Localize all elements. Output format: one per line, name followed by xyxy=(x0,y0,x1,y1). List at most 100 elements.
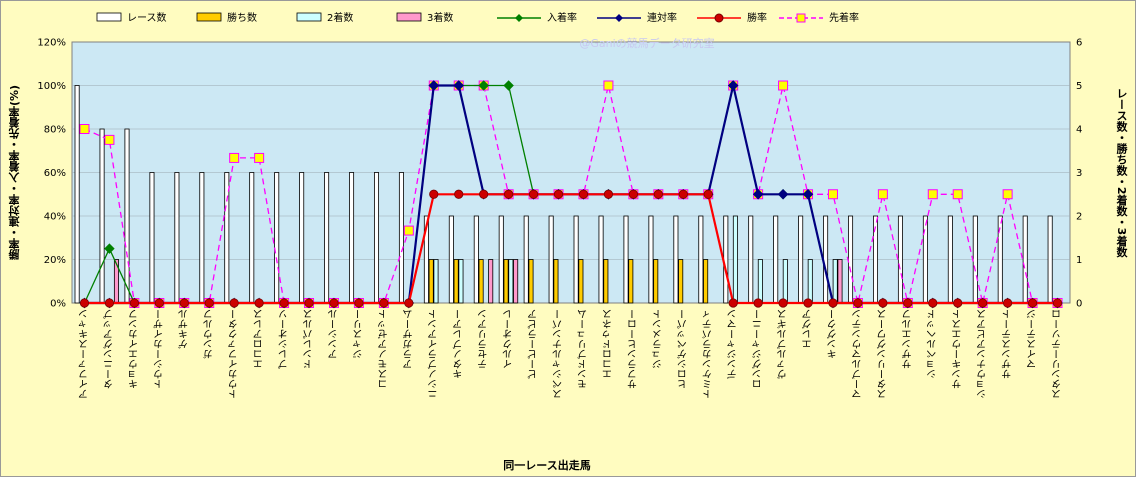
bar-レース数-ヒロシゲペッパー xyxy=(673,215,679,304)
y-left-tick-label: 120% xyxy=(37,38,66,49)
bar-3着数-キングクー xyxy=(837,259,843,304)
x-category-label: サザンステート xyxy=(1002,309,1014,379)
point-先着率-ショベルヘッド xyxy=(927,189,938,200)
legend-label: 勝率 xyxy=(747,11,767,24)
point-勝率-ピーピーラピア xyxy=(528,189,539,199)
x-category-label: ジュラメント xyxy=(653,309,664,369)
bar-レース数-キングクー xyxy=(823,215,829,304)
x-category-label: アラガザーム xyxy=(403,309,415,369)
point-勝率-トミケンカラバティ xyxy=(703,189,713,199)
point-勝率-サザンエルフ xyxy=(903,298,913,308)
bar-レース数-ヴァルブルギス xyxy=(773,215,779,304)
bar-レース数-トミケンカラバティ xyxy=(698,215,704,304)
watermark: @Ganiの競馬データ研究室 xyxy=(579,36,714,50)
legend-label: レース数 xyxy=(127,11,167,24)
x-category-label: キタノブレアー xyxy=(453,309,465,379)
point-先着率-サザンステート xyxy=(1002,189,1013,200)
y-left-tick-label: 100% xyxy=(37,81,66,92)
x-category-label: ロングジャーニー xyxy=(752,309,764,389)
bar-レース数-スペシャルナンバー xyxy=(548,215,554,304)
bar-勝ち数-サフランヒーロー xyxy=(628,259,634,304)
x-category-label: エコロアレス xyxy=(253,309,265,369)
legend-label: 連対率 xyxy=(647,11,677,24)
bar-レース数-モンドブリューム xyxy=(573,215,579,304)
legend-marker-先着率 xyxy=(796,13,806,23)
point-勝率-トウシーカイザー xyxy=(154,298,164,308)
point-勝率-テセラリアン xyxy=(479,189,489,199)
legend-swatch-2着数 xyxy=(296,12,322,22)
point-勝率-ジャスリー xyxy=(354,298,364,308)
point-勝率-モンドブリューム xyxy=(578,189,589,199)
bar-レース数-テセラリアン xyxy=(473,215,479,304)
x-axis-title: 同一レース出走馬 xyxy=(503,458,590,472)
bar-レース数-エコロドゥネス xyxy=(598,215,604,304)
y-left-tick-label: 0% xyxy=(50,299,66,310)
point-勝率-ニシノブライアント xyxy=(429,189,439,199)
legend-label: 入着率 xyxy=(547,11,577,24)
point-連対率-ロングジャーニー xyxy=(752,189,764,200)
bar-レース数-ゲキザル xyxy=(174,172,180,304)
point-勝率-プレシオーソ xyxy=(279,298,289,308)
point-先着率-キングクー xyxy=(827,189,838,200)
bar-レース数-プレシオーソ xyxy=(274,172,280,304)
bar-レース数-コスモノアゼット xyxy=(373,172,379,304)
x-category-label: ターニングアップ xyxy=(103,309,115,389)
legend-label: 2着数 xyxy=(327,11,353,24)
point-勝率-マイステージ xyxy=(1027,298,1038,308)
point-勝率-ドンレパルス xyxy=(304,298,314,308)
bar-レース数-ジュラメント xyxy=(648,215,654,304)
bar-勝ち数-スペシャルナンバー xyxy=(553,259,559,304)
x-category-label: ヒロシゲペッパー xyxy=(677,309,689,389)
bar-レース数-アラガザーム xyxy=(398,172,404,304)
bar-レース数-トウシーカイザー xyxy=(149,172,155,304)
point-勝率-サザンステート xyxy=(1003,298,1013,308)
bar-勝ち数-ヒロシゲペッパー xyxy=(678,259,684,304)
x-category-label: サンキーウエスト xyxy=(952,309,964,389)
bar-2着数-キタノブレアー xyxy=(458,259,464,304)
point-先着率-ヴァルブルギス xyxy=(778,80,789,91)
bar-レース数-トウカイファクター xyxy=(224,172,230,304)
bar-レース数-ショウナンアビアス xyxy=(972,215,978,304)
x-category-label: プレシオーソ xyxy=(279,309,290,369)
x-category-label: トミケンカラバティ xyxy=(702,309,714,399)
bar-勝ち数-テセラリアン xyxy=(478,259,484,304)
point-先着率-アイファースキャン xyxy=(79,124,90,134)
x-category-label: エコロドゥネス xyxy=(602,309,614,379)
point-勝率-エコロアレス xyxy=(254,298,264,308)
legend-swatch-勝ち数 xyxy=(196,12,222,22)
point-勝率-エレグア xyxy=(803,298,813,308)
x-category-label: イルクオーレ xyxy=(503,309,515,369)
y-left-tick-label: 40% xyxy=(44,212,66,223)
legend-swatch-3着数 xyxy=(396,12,422,22)
point-勝率-ターニングアップ xyxy=(104,298,115,308)
bar-2着数-デンジャーマン xyxy=(732,215,738,304)
x-category-label: マイステージ xyxy=(1027,309,1039,369)
bar-レース数-キタノブレアー xyxy=(448,215,454,304)
bar-レース数-エレグア xyxy=(798,215,804,304)
point-勝率-キングクー xyxy=(828,298,838,308)
x-category-label: エレグア xyxy=(802,309,814,349)
bar-勝ち数-ニシノブライアント xyxy=(428,259,434,304)
point-勝率-デンジャーマン xyxy=(728,298,738,308)
point-入着率-ターニングアップ xyxy=(104,243,115,254)
bar-3着数-テセラリアン xyxy=(488,259,494,304)
point-勝率-キョウエイカンフ xyxy=(129,298,139,308)
point-先着率-エコロアレス xyxy=(254,152,265,163)
point-勝率-サフランヒーロー xyxy=(628,189,638,199)
y-right-tick-label: 0 xyxy=(1076,299,1082,310)
point-勝率-ヒロシゲペッパー xyxy=(678,189,688,199)
bar-レース数-アイファースキャン xyxy=(74,85,80,304)
x-category-label: ガンウルフ xyxy=(203,309,215,359)
y-right-tick-label: 5 xyxy=(1076,81,1082,92)
bar-レース数-マイステージ xyxy=(1022,215,1028,304)
bar-2着数-ヴァルブルギス xyxy=(782,259,788,304)
x-category-label: スタンリーテソーロ xyxy=(1052,309,1064,399)
point-勝率-ヴァルブルギス xyxy=(778,298,788,308)
point-勝率-トウカイファクター xyxy=(229,298,239,308)
x-category-label: サザンエルフ xyxy=(902,309,914,369)
bar-レース数-ジャスリー xyxy=(349,172,355,304)
bar-勝ち数-イルクオーレ xyxy=(503,259,509,304)
x-category-label: スペシャルナンバー xyxy=(553,309,565,399)
bar-レース数-アンシール xyxy=(324,172,330,304)
point-入着率-イルクオーレ xyxy=(503,80,514,91)
